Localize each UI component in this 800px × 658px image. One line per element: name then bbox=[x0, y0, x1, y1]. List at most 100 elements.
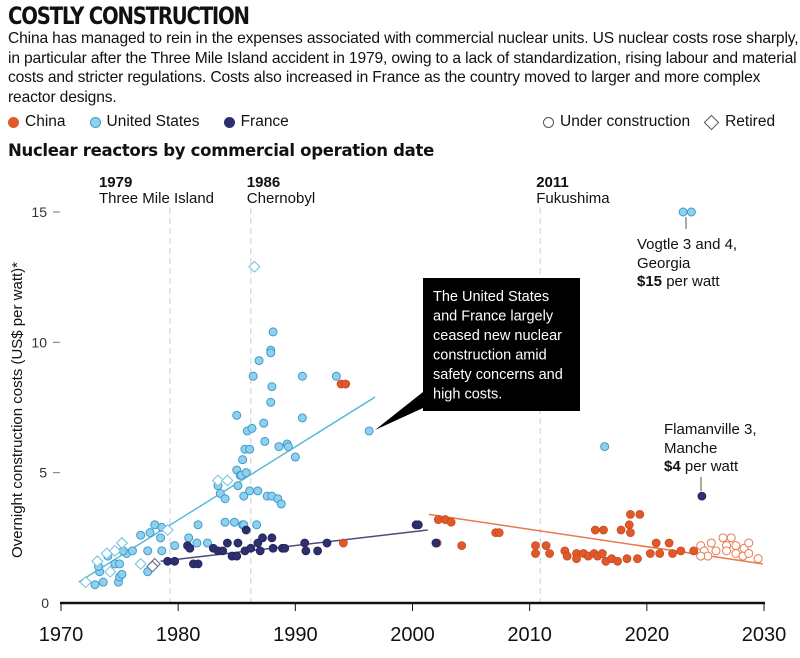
point-united-states bbox=[136, 530, 146, 540]
point-united-states bbox=[239, 491, 249, 501]
point-united-states bbox=[90, 580, 100, 590]
point-united-states bbox=[143, 546, 153, 556]
point-united-states bbox=[193, 520, 203, 530]
point-united-states-retired bbox=[115, 536, 129, 550]
point-united-states bbox=[220, 517, 230, 527]
point-united-states bbox=[233, 481, 243, 491]
point-united-states bbox=[331, 371, 341, 381]
point-united-states bbox=[145, 528, 155, 538]
point-united-states bbox=[184, 533, 194, 543]
flamanville-annotation: Flamanville 3, Manche $4 per watt bbox=[664, 421, 757, 491]
point-united-states-retired bbox=[221, 474, 234, 487]
point-united-states bbox=[238, 455, 248, 465]
point-united-states-retired bbox=[91, 555, 104, 568]
france-dot-icon bbox=[223, 116, 235, 128]
point-united-states bbox=[202, 538, 212, 548]
point-china bbox=[624, 520, 634, 530]
point-france bbox=[300, 538, 310, 548]
point-france bbox=[267, 533, 277, 543]
point-china bbox=[341, 379, 351, 389]
chart-description: China has managed to rein in the expense… bbox=[8, 30, 799, 106]
point-china bbox=[531, 549, 540, 558]
point-china bbox=[338, 538, 348, 548]
point-united-states bbox=[253, 486, 263, 496]
point-france bbox=[233, 538, 243, 548]
point-france bbox=[280, 543, 290, 553]
point-united-states bbox=[266, 397, 276, 407]
chart-subtitle: Nuclear reactors by commercial operation… bbox=[8, 141, 434, 160]
point-china bbox=[457, 541, 467, 551]
point-france bbox=[322, 538, 332, 548]
point-france bbox=[258, 533, 267, 543]
us-dot-icon bbox=[89, 116, 101, 128]
point-united-states bbox=[290, 452, 300, 462]
point-france bbox=[697, 491, 707, 501]
point-china bbox=[668, 549, 678, 558]
callout-line: construction amid bbox=[433, 348, 547, 364]
point-china bbox=[590, 525, 600, 535]
point-united-states bbox=[678, 207, 688, 217]
y-axis-label: Overnight construction costs (US$ per wa… bbox=[9, 262, 26, 558]
x-tick-label: 2010 bbox=[507, 624, 552, 646]
point-china-under-construction bbox=[731, 541, 741, 551]
point-china bbox=[655, 549, 665, 558]
legend-item-retired: Retired bbox=[703, 113, 775, 131]
status-legend: Under construction Retired bbox=[543, 113, 799, 131]
chart-title: COSTLY CONSTRUCTION bbox=[8, 2, 250, 30]
open-circle-icon bbox=[543, 116, 554, 128]
legend-item-us: United States bbox=[89, 113, 200, 131]
point-united-states bbox=[220, 494, 230, 504]
legend-item-under-construction: Under construction bbox=[543, 113, 690, 131]
annotation-text: Flamanville 3, bbox=[664, 421, 757, 438]
x-tick-label: 1970 bbox=[39, 624, 84, 646]
point-united-states bbox=[229, 517, 239, 527]
country-legend: China United States France bbox=[8, 113, 313, 131]
point-china-under-construction bbox=[706, 538, 716, 548]
point-united-states bbox=[245, 486, 255, 496]
point-china bbox=[446, 517, 456, 527]
legend-item-china: China bbox=[8, 113, 66, 131]
point-france bbox=[255, 546, 265, 556]
point-china bbox=[626, 509, 635, 519]
point-china bbox=[622, 554, 632, 564]
point-united-states bbox=[232, 410, 242, 420]
point-china bbox=[626, 528, 635, 538]
vogtle-annotation: Vogtle 3 and 4, Georgia $15 per watt bbox=[637, 217, 737, 290]
price-value: $4 bbox=[664, 458, 681, 475]
point-united-states bbox=[274, 442, 284, 452]
event-year: 1986 bbox=[247, 174, 280, 191]
point-china bbox=[635, 509, 645, 519]
point-united-states bbox=[266, 348, 276, 358]
annotation-text: Manche bbox=[664, 440, 717, 457]
point-china-under-construction bbox=[753, 554, 763, 564]
x-tick-label: 2020 bbox=[625, 624, 670, 646]
point-china bbox=[562, 551, 572, 561]
point-united-states-retired bbox=[161, 523, 174, 537]
point-france bbox=[313, 546, 322, 556]
point-china-under-construction bbox=[722, 546, 732, 556]
annotation-price: $15 per watt bbox=[637, 273, 720, 290]
annotation-price: $4 per watt bbox=[664, 458, 739, 475]
point-united-states-retired bbox=[108, 544, 122, 558]
point-united-states bbox=[254, 356, 264, 366]
point-united-states bbox=[297, 371, 307, 381]
point-united-states bbox=[267, 382, 277, 392]
point-united-states bbox=[157, 546, 167, 556]
x-tick-label: 2000 bbox=[390, 624, 435, 646]
point-france bbox=[170, 556, 180, 566]
point-united-states-retired bbox=[134, 557, 147, 571]
point-france bbox=[241, 525, 251, 535]
point-united-states-retired bbox=[211, 474, 225, 487]
point-united-states-retired bbox=[79, 575, 92, 589]
annotation-text: Vogtle 3 and 4, bbox=[637, 236, 737, 253]
price-value: $15 bbox=[637, 273, 662, 290]
legend-label: France bbox=[240, 113, 289, 130]
point-united-states bbox=[247, 423, 257, 433]
y-tick-label: 15 bbox=[31, 204, 47, 220]
point-china bbox=[613, 556, 622, 566]
point-china bbox=[664, 538, 674, 548]
point-united-states bbox=[259, 418, 269, 428]
event-year: 1979 bbox=[99, 174, 132, 191]
point-france bbox=[246, 543, 256, 553]
